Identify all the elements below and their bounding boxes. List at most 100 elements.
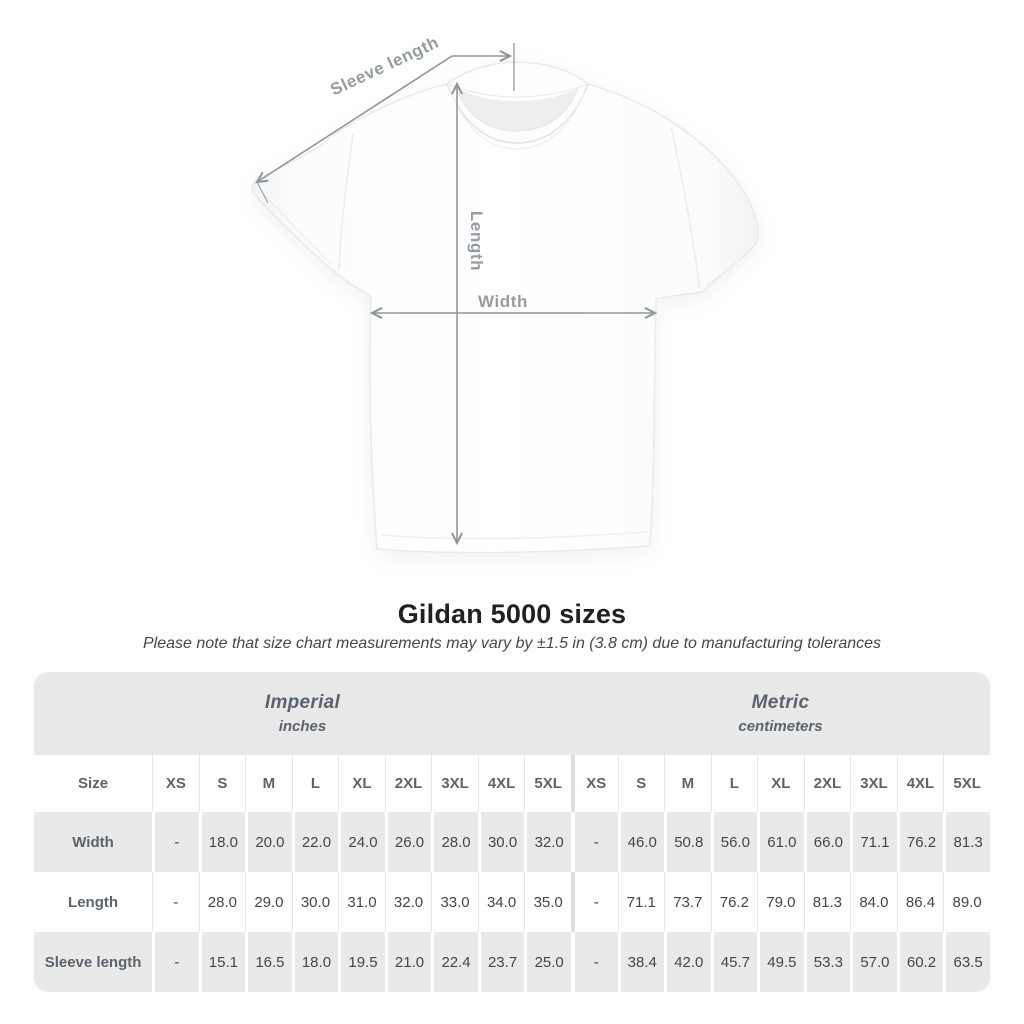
length-imperial-xs: - xyxy=(152,872,199,932)
width-row: Width - 18.0 20.0 22.0 24.0 26.0 28.0 30… xyxy=(34,812,990,872)
tshirt-collar xyxy=(446,83,589,150)
sleeve-metric-xl: 49.5 xyxy=(757,932,804,992)
width-metric-l: 56.0 xyxy=(710,812,758,872)
sleeve-imperial-s: 15.1 xyxy=(198,932,246,992)
page-title: Gildan 5000 sizes xyxy=(397,599,627,629)
sleeve-imperial-3xl: 22.4 xyxy=(431,932,478,992)
sleeve-imperial-4xl: 23.7 xyxy=(477,932,525,992)
metric-size-xl: XL xyxy=(757,755,804,812)
metric-size-s: S xyxy=(617,755,665,812)
width-imperial-xl: 24.0 xyxy=(338,812,385,872)
size-table: Imperial inches Metric centimeters Size … xyxy=(34,672,990,992)
width-imperial-m: 20.0 xyxy=(245,812,292,872)
metric-size-l: L xyxy=(710,755,758,812)
metric-size-m: M xyxy=(664,755,711,812)
measurement-arrows xyxy=(257,43,655,543)
length-imperial-m: 29.0 xyxy=(245,872,292,932)
sleeve-imperial-2xl: 21.0 xyxy=(384,932,432,992)
size-table-container: Imperial inches Metric centimeters Size … xyxy=(34,672,990,992)
length-metric-xl: 79.0 xyxy=(757,872,804,932)
imperial-size-4xl: 4XL xyxy=(477,755,525,812)
width-metric-5xl: 81.3 xyxy=(943,812,990,872)
sleeve-metric-m: 42.0 xyxy=(664,932,711,992)
metric-sublabel: centimeters xyxy=(738,718,823,735)
imperial-size-l: L xyxy=(291,755,339,812)
sleeve-metric-5xl: 63.5 xyxy=(943,932,990,992)
imperial-size-xl: XL xyxy=(338,755,385,812)
length-row: Length - 28.0 29.0 30.0 31.0 32.0 33.0 3… xyxy=(34,872,990,932)
imperial-size-2xl: 2XL xyxy=(384,755,432,812)
sleeve-length-row: Sleeve length - 15.1 16.5 18.0 19.5 21.0… xyxy=(34,932,990,992)
imperial-size-s: S xyxy=(198,755,246,812)
metric-size-4xl: 4XL xyxy=(896,755,944,812)
imperial-sublabel: inches xyxy=(278,718,327,735)
width-imperial-l: 22.0 xyxy=(291,812,339,872)
sleeve-length-label: Sleeve length xyxy=(327,33,441,100)
width-imperial-3xl: 28.0 xyxy=(431,812,478,872)
length-imperial-l: 30.0 xyxy=(291,872,339,932)
imperial-label: Imperial xyxy=(264,692,341,713)
width-metric-xs: - xyxy=(570,812,618,872)
imperial-size-3xl: 3XL xyxy=(431,755,478,812)
row-label-sleeve-length: Sleeve length xyxy=(34,932,153,992)
row-label-width: Width xyxy=(34,812,153,872)
length-metric-5xl: 89.0 xyxy=(943,872,990,932)
width-metric-2xl: 66.0 xyxy=(803,812,851,872)
sleeve-metric-xs: - xyxy=(570,932,618,992)
metric-size-xs: XS xyxy=(570,755,618,812)
unit-band-row: Imperial inches Metric centimeters xyxy=(34,672,990,755)
length-metric-4xl: 86.4 xyxy=(896,872,944,932)
size-header-row: Size XS S M L XL 2XL 3XL 4XL 5XL XS S M … xyxy=(34,755,990,812)
tolerance-note: Please note that size chart measurements… xyxy=(142,635,882,652)
width-imperial-2xl: 26.0 xyxy=(384,812,432,872)
width-metric-s: 46.0 xyxy=(617,812,665,872)
sleeve-imperial-xs: - xyxy=(152,932,199,992)
imperial-size-m: M xyxy=(245,755,292,812)
width-label: Width xyxy=(478,292,528,311)
length-metric-m: 73.7 xyxy=(664,872,711,932)
sleeve-imperial-5xl: 25.0 xyxy=(524,932,571,992)
length-imperial-5xl: 35.0 xyxy=(524,872,571,932)
length-label: Length xyxy=(467,211,486,271)
sleeve-imperial-xl: 19.5 xyxy=(338,932,385,992)
row-label-length: Length xyxy=(34,872,153,932)
length-imperial-s: 28.0 xyxy=(198,872,246,932)
tshirt-seams xyxy=(262,126,752,540)
width-imperial-s: 18.0 xyxy=(198,812,246,872)
imperial-group-header: Imperial inches xyxy=(34,672,571,755)
length-imperial-2xl: 32.0 xyxy=(384,872,432,932)
width-metric-3xl: 71.1 xyxy=(850,812,897,872)
width-imperial-5xl: 32.0 xyxy=(524,812,571,872)
length-metric-l: 76.2 xyxy=(710,872,758,932)
width-metric-xl: 61.0 xyxy=(757,812,804,872)
tshirt-illustration: Sleeve length Length Width xyxy=(251,33,759,554)
metric-label: Metric xyxy=(751,692,810,713)
length-imperial-xl: 31.0 xyxy=(338,872,385,932)
imperial-size-xs: XS xyxy=(152,755,199,812)
length-metric-2xl: 81.3 xyxy=(803,872,851,932)
length-imperial-3xl: 33.0 xyxy=(431,872,478,932)
metric-size-3xl: 3XL xyxy=(850,755,897,812)
sleeve-metric-l: 45.7 xyxy=(710,932,758,992)
sleeve-metric-s: 38.4 xyxy=(617,932,665,992)
sleeve-length-arrow xyxy=(257,55,453,182)
metric-group-header: Metric centimeters xyxy=(570,672,990,755)
imperial-size-5xl: 5XL xyxy=(524,755,571,812)
length-metric-xs: - xyxy=(570,872,618,932)
length-metric-s: 71.1 xyxy=(617,872,665,932)
sleeve-metric-3xl: 57.0 xyxy=(850,932,897,992)
size-header-cell: Size xyxy=(34,755,153,812)
width-imperial-4xl: 30.0 xyxy=(477,812,525,872)
width-imperial-xs: - xyxy=(152,812,199,872)
sleeve-imperial-l: 18.0 xyxy=(291,932,339,992)
length-imperial-4xl: 34.0 xyxy=(477,872,525,932)
metric-size-5xl: 5XL xyxy=(943,755,990,812)
width-metric-m: 50.8 xyxy=(664,812,711,872)
width-metric-4xl: 76.2 xyxy=(896,812,944,872)
metric-size-2xl: 2XL xyxy=(803,755,851,812)
sleeve-imperial-m: 16.5 xyxy=(245,932,292,992)
sleeve-metric-4xl: 60.2 xyxy=(896,932,944,992)
length-metric-3xl: 84.0 xyxy=(850,872,897,932)
sleeve-metric-2xl: 53.3 xyxy=(803,932,851,992)
